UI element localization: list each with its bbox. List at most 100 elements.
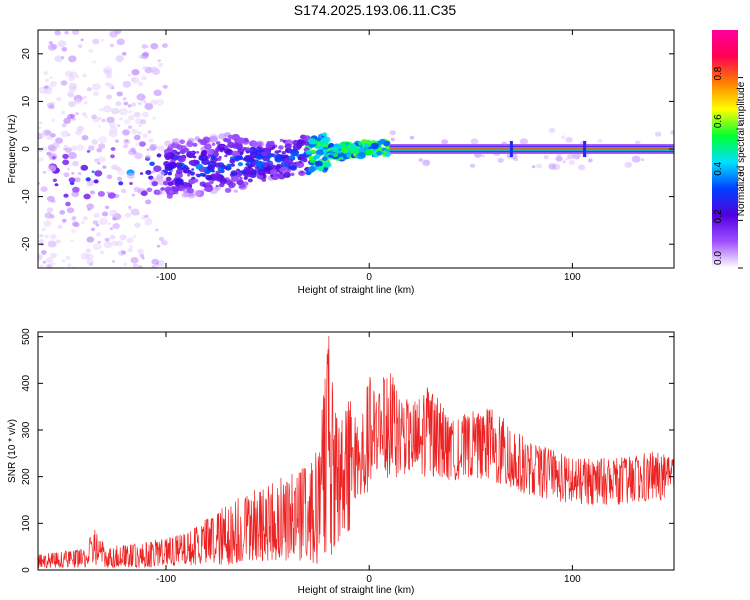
- heatmap-blob-705: [168, 145, 174, 149]
- heatmap-blob-577: [143, 101, 148, 104]
- heatmap-blob-769: [142, 51, 150, 57]
- heatmap-blob-1089: [86, 259, 94, 266]
- heatmap-blob-752: [121, 250, 127, 255]
- spectrogram-y-ticks: -20 -10 0 10 20: [21, 48, 674, 252]
- heatmap-blob-218: [112, 217, 117, 221]
- heatmap-blob-363: [103, 241, 113, 249]
- heatmap-blob-568: [548, 127, 556, 134]
- heatmap-blob-240: [158, 236, 165, 242]
- heatmap-blob-1104: [211, 155, 217, 160]
- heatmap-blob-21: [127, 172, 135, 179]
- heatmap-blob-784: [56, 97, 62, 102]
- heatmap-blob-1113: [315, 145, 320, 149]
- heatmap-blob-605: [149, 161, 155, 166]
- heatmap-blob-728: [60, 130, 69, 138]
- heatmap-blob-666: [311, 149, 316, 154]
- heatmap-blob-615: [187, 194, 191, 198]
- heatmap-blob-531: [470, 138, 479, 145]
- heatmap-blob-525: [81, 277, 86, 281]
- heatmap-blob-680: [555, 155, 563, 162]
- heatmap-blob-476: [134, 222, 141, 228]
- heatmap-blob-138: [115, 101, 122, 107]
- heatmap-blob-1098: [114, 30, 122, 35]
- snr-y-tick-label-300: 300: [21, 421, 32, 438]
- heatmap-blob-929: [97, 162, 101, 165]
- heatmap-blob-5: [572, 152, 581, 160]
- heatmap-blob-571: [117, 268, 124, 273]
- heatmap-blob-225: [57, 224, 63, 229]
- heatmap-blob-682: [176, 144, 184, 150]
- heatmap-blob-1056: [176, 178, 184, 185]
- heatmap-blob-1047: [158, 178, 163, 182]
- heatmap-blob-514: [71, 172, 75, 175]
- heatmap-blob-1083: [297, 139, 306, 147]
- heatmap-blob-522: [47, 43, 57, 51]
- heatmap-blob-686: [193, 178, 199, 183]
- colorbar-strip: [712, 30, 738, 268]
- heatmap-blob-731: [624, 161, 633, 168]
- heatmap-blob-827: [114, 139, 120, 143]
- heatmap-blob-527: [150, 99, 158, 105]
- heatmap-blob-720: [54, 30, 61, 36]
- heatmap-blob-1021: [383, 140, 391, 147]
- heatmap-blob-994: [322, 140, 329, 145]
- heatmap-blob-1027: [357, 147, 364, 153]
- heatmap-blob-979: [49, 76, 53, 79]
- heatmap-blob-507: [239, 176, 243, 180]
- spectrogram-y-tick-label--20: -20: [21, 237, 32, 252]
- heatmap-blob-221: [389, 130, 396, 136]
- heatmap-blob-275: [83, 101, 88, 105]
- heatmap-blob-849: [409, 135, 415, 140]
- heatmap-blob-739: [63, 144, 68, 148]
- heatmap-blob-1067: [340, 147, 348, 154]
- heatmap-blob-575: [182, 169, 188, 174]
- heatmap-blob-419: [162, 84, 168, 89]
- heatmap-blob-749: [131, 128, 138, 134]
- heatmap-blob-389: [536, 163, 543, 169]
- heatmap-blob-73: [100, 38, 105, 42]
- heatmap-blob-846: [224, 187, 232, 193]
- heatmap-blob-397: [278, 150, 282, 153]
- heatmap-blob-572: [109, 126, 118, 133]
- heatmap-blob-1020: [86, 203, 94, 210]
- colorbar-tick-label-0: 0.0: [713, 251, 724, 265]
- heatmap-blob-423: [109, 209, 118, 217]
- heatmap-blob-974: [86, 150, 91, 153]
- heatmap-blob-684: [204, 143, 212, 150]
- heatmap-blob-31: [133, 134, 141, 141]
- heatmap-blob-264: [247, 178, 253, 183]
- heatmap-blob-1069: [155, 228, 159, 232]
- heatmap-blob-1054: [61, 110, 66, 115]
- heatmap-blob-983: [50, 252, 57, 259]
- heatmap-blob-374: [142, 133, 148, 138]
- heatmap-blob-838: [215, 184, 219, 188]
- heatmap-blob-42: [139, 253, 145, 258]
- heatmap-blob-861: [133, 111, 141, 118]
- heatmap-blob-896: [122, 129, 130, 136]
- heatmap-blob-762: [150, 43, 159, 50]
- heatmap-blob-897: [91, 170, 95, 173]
- heatmap-blob-1095: [251, 141, 259, 147]
- heatmap-blob-534: [71, 216, 77, 220]
- heatmap-blob-822: [368, 146, 372, 150]
- heatmap-blob-797: [231, 175, 239, 182]
- heatmap-blob-841: [318, 145, 324, 150]
- heatmap-blob-955: [271, 142, 275, 146]
- heatmap-blob-933: [38, 132, 46, 139]
- heatmap-blob-805: [194, 136, 201, 141]
- heatmap-blob-540: [147, 130, 152, 134]
- heatmap-blob-343: [62, 153, 69, 159]
- heatmap-blob-995: [215, 176, 222, 182]
- heatmap-blob-959: [257, 168, 266, 176]
- snr-panel: -100 0 100 0 100 200 300 400 500 Height of stra…: [7, 328, 675, 596]
- heatmap-blob-1013: [61, 47, 68, 52]
- heatmap-blob-216: [62, 159, 70, 166]
- heatmap-blob-512: [41, 146, 47, 152]
- heatmap-blob-937: [164, 140, 172, 147]
- heatmap-blob-1046: [199, 139, 208, 146]
- heatmap-blob-193: [97, 240, 101, 244]
- heatmap-blob-242: [57, 40, 67, 48]
- heatmap-blob-748: [497, 157, 504, 163]
